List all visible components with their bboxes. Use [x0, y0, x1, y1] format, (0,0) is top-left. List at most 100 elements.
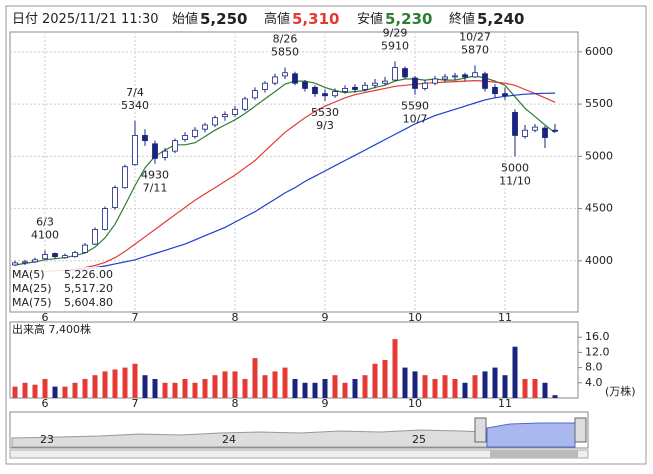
annotation-date: 10/7: [403, 113, 428, 126]
volume-bar: [152, 379, 158, 398]
volume-bar: [552, 395, 558, 398]
candle-body: [212, 117, 218, 126]
annotation-date: 11/10: [499, 174, 531, 187]
volume-title: 出来高 7,400株: [12, 322, 91, 336]
label: 始値: [172, 11, 198, 27]
header: 日付 2025/11/21 11:30 始値 5,250 高値 5,310 安値…: [12, 10, 524, 28]
volume-bar: [322, 379, 328, 398]
volume-bar: [262, 375, 268, 398]
volume-bar: [472, 375, 478, 398]
candle-body: [522, 129, 528, 137]
candle-body: [322, 93, 328, 97]
annotation-value: 5590: [401, 100, 429, 113]
volume-bar: [392, 339, 398, 398]
legend-value: 5,517.20: [64, 282, 113, 295]
volume-bar: [82, 379, 88, 398]
volume-bar: [132, 363, 138, 398]
annotation-date: 10/27: [459, 30, 491, 43]
candle-body: [192, 129, 198, 137]
candle-body: [362, 84, 368, 90]
annotation-value: 4930: [141, 169, 169, 182]
candle-body: [492, 86, 498, 95]
volume-bar: [192, 382, 198, 398]
y-tick-label: 6000: [585, 45, 613, 58]
candle-body: [532, 126, 538, 131]
annotation-value: 4100: [31, 228, 59, 241]
candle-body: [282, 72, 288, 77]
candle-body: [302, 81, 308, 89]
label: 日付: [12, 12, 38, 27]
x-tick-label: 6: [42, 311, 49, 324]
candle-body: [252, 90, 258, 99]
label: 終値: [449, 11, 475, 27]
candle-body: [172, 140, 178, 152]
candle-body: [152, 143, 158, 159]
volume-bar: [142, 375, 148, 398]
candle-body: [182, 135, 188, 141]
legend-value: 5,226.00: [64, 268, 113, 281]
navigator-handle[interactable]: [574, 417, 587, 443]
annotation-value: 5870: [461, 43, 489, 56]
annotation-value: 5000: [501, 161, 529, 174]
label: 安値: [357, 11, 383, 27]
candle-body: [442, 76, 448, 80]
candle-body: [232, 108, 238, 115]
x-tick-label: 11: [498, 311, 512, 324]
annotation-value: 5910: [381, 39, 409, 52]
volume-bar: [342, 382, 348, 398]
candle-body: [482, 73, 488, 89]
annotation-date: 9/29: [383, 26, 408, 39]
candle-body: [122, 166, 128, 189]
scrollbar[interactable]: [9, 449, 589, 459]
volume-bar: [62, 386, 68, 398]
candle-body: [402, 68, 408, 78]
volume-bar: [382, 360, 388, 398]
volume-bar: [312, 382, 318, 398]
volume-bar: [202, 379, 208, 398]
candle-body: [312, 86, 318, 95]
volume-bar: [162, 382, 168, 398]
unit-label: (万株): [605, 384, 636, 398]
volume-bar: [462, 382, 468, 398]
volume-bar: [112, 369, 118, 398]
x-tick-label: 9: [322, 397, 329, 410]
candle-body: [352, 86, 358, 90]
volume-bar: [432, 379, 438, 398]
volume-bar: [492, 367, 498, 398]
candle-body: [552, 129, 558, 132]
volume-bar: [252, 358, 258, 398]
candle-body: [22, 261, 28, 264]
volume-bar: [292, 379, 298, 398]
candle-body: [222, 114, 228, 118]
navigator-label: 24: [222, 433, 236, 446]
candle-body: [72, 252, 78, 258]
volume-bar: [402, 367, 408, 398]
x-tick-label: 10: [408, 397, 422, 410]
volume-bar: [52, 386, 58, 398]
volume-bar: [242, 379, 248, 398]
candle-body: [472, 72, 478, 78]
candle-body: [332, 91, 338, 97]
volume-bar: [222, 371, 228, 398]
candle-body: [272, 76, 278, 84]
annotation-date: 9/3: [316, 119, 334, 132]
volume-bar: [172, 382, 178, 398]
candle-body: [382, 80, 388, 84]
annotation-value: 5530: [311, 106, 339, 119]
open: 5,250: [200, 10, 247, 28]
x-tick-label: 11: [498, 397, 512, 410]
volume-bar: [12, 386, 18, 398]
x-tick-label: 8: [232, 311, 239, 324]
scroll-thumb[interactable]: [490, 450, 578, 458]
volume-bar: [272, 371, 278, 398]
navigator-handle[interactable]: [474, 417, 487, 443]
candle-body: [512, 112, 518, 136]
candle-body: [12, 262, 18, 266]
volume-bar: [412, 371, 418, 398]
legend-box: [11, 267, 119, 311]
annotation-date: 6/3: [36, 215, 54, 228]
candle-body: [262, 82, 268, 90]
y-tick-label: 4500: [585, 202, 613, 215]
volume-bar: [532, 379, 538, 398]
